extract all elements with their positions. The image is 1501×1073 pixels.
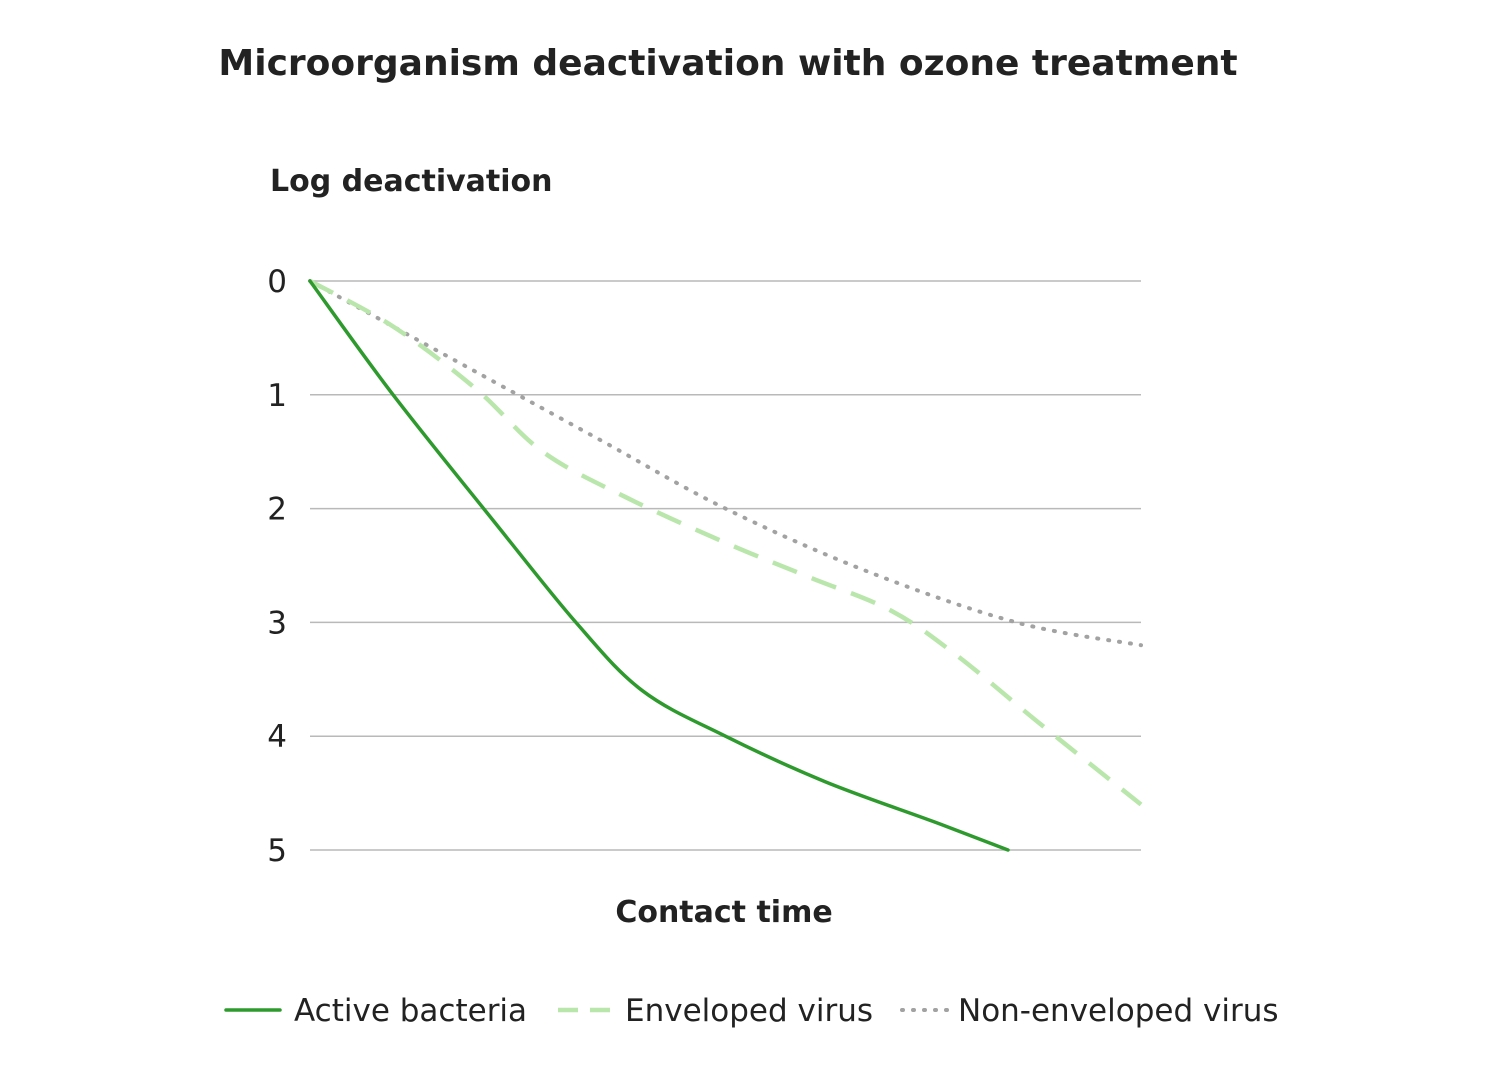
legend-label: Non-enveloped virus	[958, 993, 1279, 1029]
y-tick-label: 0	[267, 264, 287, 300]
y-tick-label: 3	[267, 605, 287, 641]
chart-title: Microorganism deactivation with ozone tr…	[218, 43, 1237, 84]
series-line-enveloped-virus	[308, 279, 1143, 807]
x-axis-title: Contact time	[615, 895, 832, 930]
y-tick-label: 2	[267, 492, 287, 528]
legend-label: Active bacteria	[294, 993, 527, 1029]
y-axis-title: Log deactivation	[270, 164, 553, 199]
series-line-active-bacteria	[308, 279, 1010, 852]
series-lines	[308, 279, 1143, 852]
legend: Active bacteria Enveloped virus Non-envelo…	[224, 993, 1279, 1029]
series-line-non-enveloped-virus	[308, 279, 1143, 648]
gridlines	[310, 280, 1141, 851]
y-tick-label: 5	[267, 833, 287, 869]
y-tick-labels: 0 1 2 3 4 5	[267, 264, 287, 869]
y-tick-label: 1	[267, 378, 287, 414]
y-tick-label: 4	[267, 719, 287, 755]
legend-label: Enveloped virus	[625, 993, 873, 1029]
